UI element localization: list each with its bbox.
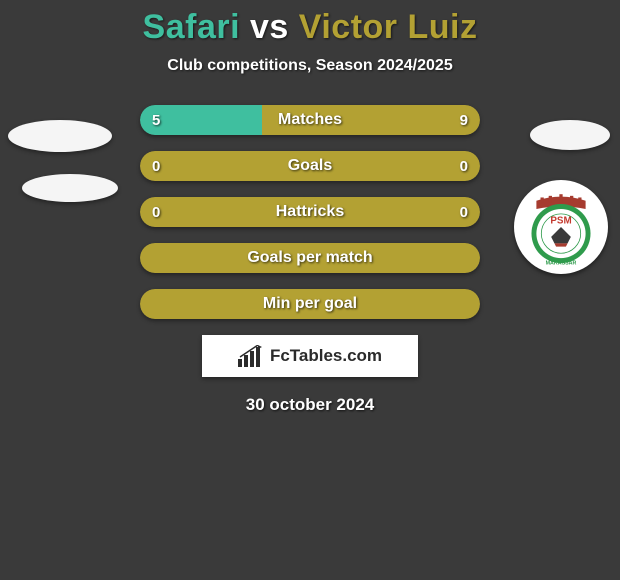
stat-value-right: 9 [460, 105, 468, 135]
stat-bar: Min per goal [140, 289, 480, 319]
stat-row: Goals00 [140, 151, 480, 181]
stat-fill-full [140, 151, 480, 181]
page-title: Safari vs Victor Luiz [0, 8, 620, 47]
vs-text: vs [250, 8, 289, 46]
stat-bar: Goals per match [140, 243, 480, 273]
subtitle: Club competitions, Season 2024/2025 [0, 57, 620, 75]
player2-name: Victor Luiz [299, 8, 478, 46]
svg-text:PSM: PSM [550, 216, 571, 227]
brand-box: FcTables.com [202, 335, 418, 377]
club-badge: PSM MAKASSAR [514, 180, 608, 274]
player1-name: Safari [143, 8, 241, 46]
stat-row: Matches59 [140, 105, 480, 135]
svg-text:MAKASSAR: MAKASSAR [546, 261, 577, 267]
stat-fill-right [262, 105, 480, 135]
stat-row: Min per goal [140, 289, 480, 319]
stat-fill-full [140, 197, 480, 227]
date-text: 30 october 2024 [0, 395, 620, 415]
stat-value-left: 5 [152, 105, 160, 135]
stat-bar: Hattricks00 [140, 197, 480, 227]
stat-bar: Goals00 [140, 151, 480, 181]
player1-badge [8, 120, 112, 152]
stat-value-right: 0 [460, 197, 468, 227]
stat-fill-full [140, 289, 480, 319]
brand-chart-icon [238, 345, 264, 367]
player2-badge [530, 120, 610, 150]
player1-flag [22, 174, 118, 202]
stat-value-left: 0 [152, 197, 160, 227]
stat-row: Hattricks00 [140, 197, 480, 227]
club-badge-svg: PSM MAKASSAR [520, 186, 602, 268]
stat-fill-full [140, 243, 480, 273]
stat-value-left: 0 [152, 151, 160, 181]
brand-text: FcTables.com [270, 346, 382, 366]
stat-value-right: 0 [460, 151, 468, 181]
stat-bar: Matches59 [140, 105, 480, 135]
stat-row: Goals per match [140, 243, 480, 273]
